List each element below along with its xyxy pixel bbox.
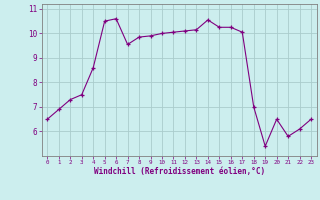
X-axis label: Windchill (Refroidissement éolien,°C): Windchill (Refroidissement éolien,°C) <box>94 167 265 176</box>
